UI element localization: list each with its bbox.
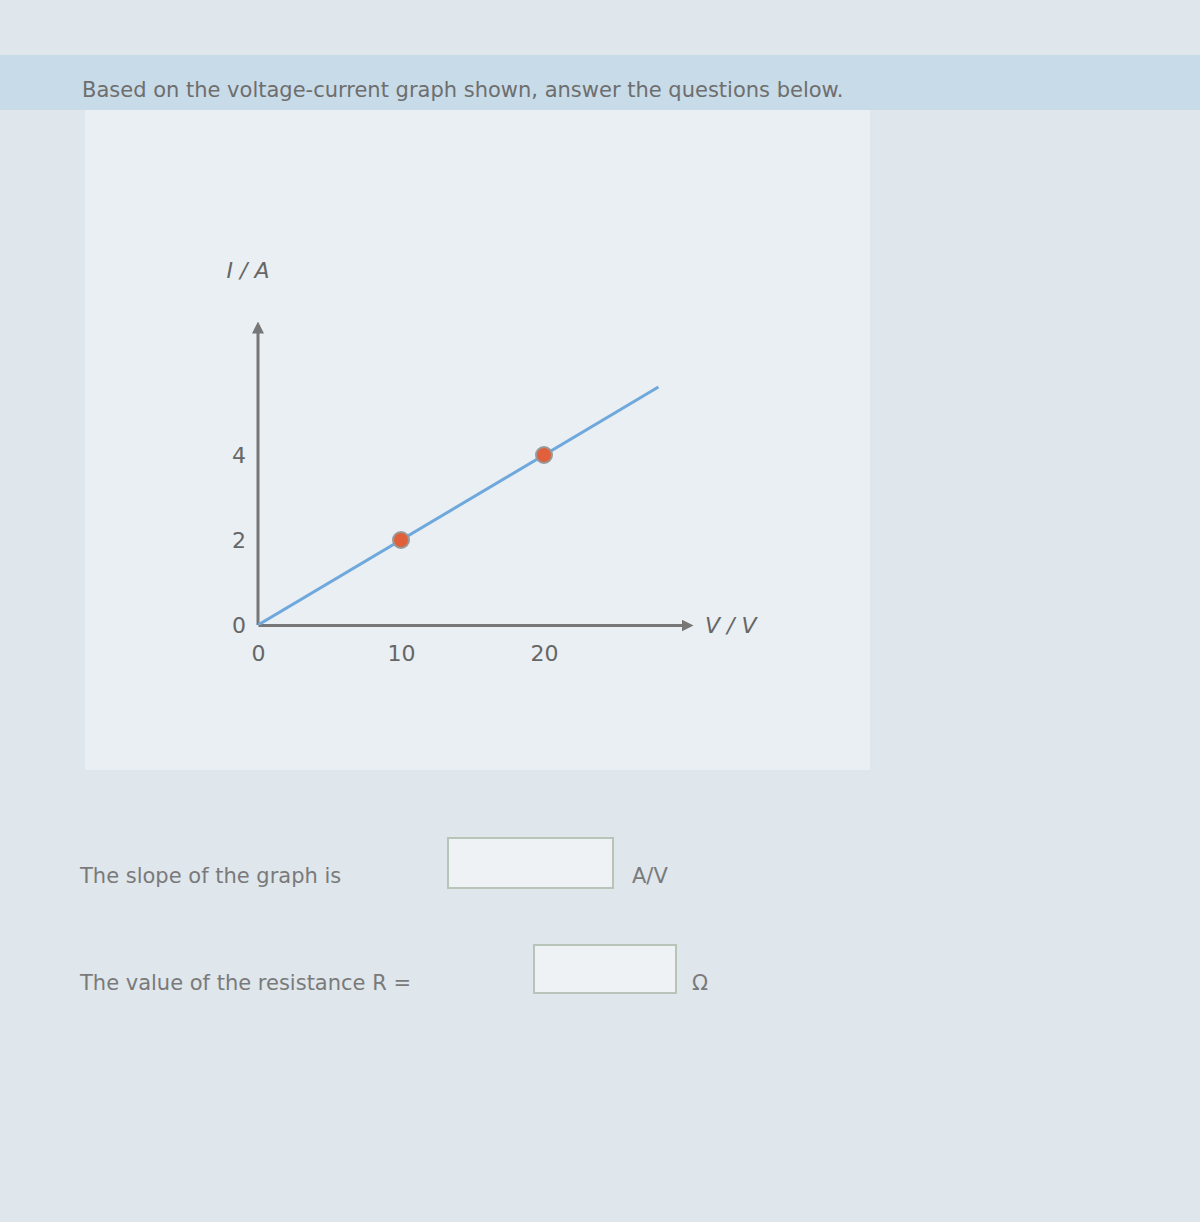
question-text: The value of the resistance R =	[79, 971, 411, 995]
x-axis: 0 10 20	[252, 625, 688, 666]
y-axis: 0 2 4	[232, 328, 258, 638]
y-tick-label: 0	[232, 613, 246, 638]
y-tick-label: 2	[232, 528, 246, 553]
y-tick: 0	[232, 613, 258, 638]
y-axis-title: I / A	[227, 258, 270, 283]
header-band	[0, 55, 1200, 110]
x-tick: 10	[388, 625, 416, 666]
y-tick-label: 4	[232, 443, 246, 468]
unit-label: Ω	[692, 971, 708, 995]
answer-box[interactable]	[448, 838, 613, 888]
unit-label: A/V	[632, 864, 668, 888]
background	[0, 0, 1200, 1222]
y-tick: 4	[232, 443, 258, 468]
prompt: Based on the voltage-current graph shown…	[82, 78, 844, 102]
page: Based on the voltage-current graph shown…	[0, 0, 1200, 1222]
x-tick: 20	[531, 625, 559, 666]
y-axis-line	[257, 328, 260, 626]
question-text: The slope of the graph is	[79, 864, 341, 888]
chart-panel	[85, 110, 870, 770]
x-axis-title: V / V	[705, 613, 758, 638]
x-tick-label: 10	[388, 641, 416, 666]
data-point	[536, 447, 552, 463]
x-tick: 0	[252, 625, 266, 666]
x-axis-line	[259, 624, 688, 627]
data-point	[393, 532, 409, 548]
x-tick-label: 0	[252, 641, 266, 666]
y-tick: 2	[232, 528, 258, 553]
x-tick-label: 20	[531, 641, 559, 666]
data-line	[258, 387, 658, 625]
plot-area	[258, 387, 658, 625]
answer-box[interactable]	[534, 945, 676, 993]
